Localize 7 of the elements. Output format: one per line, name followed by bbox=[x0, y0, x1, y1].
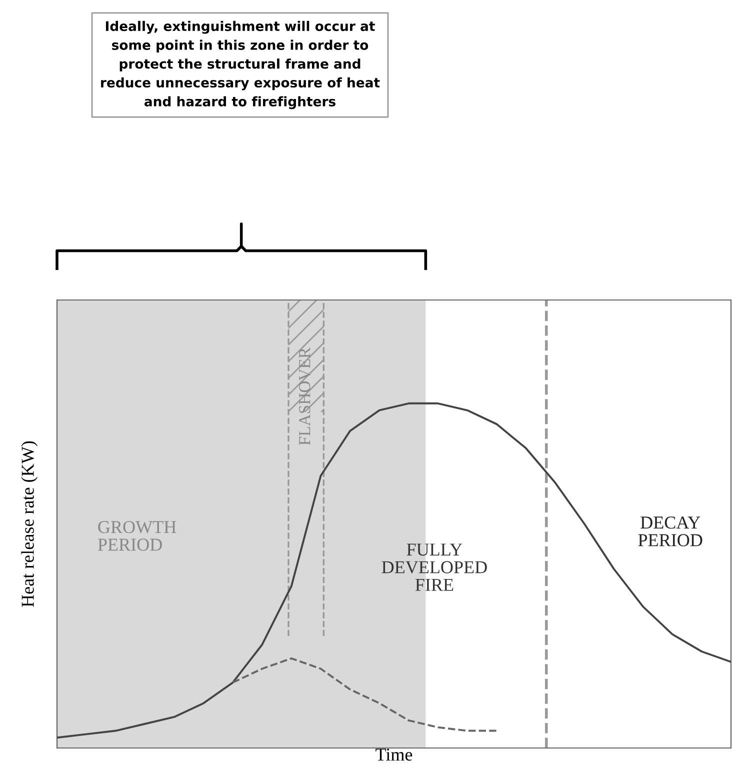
annotation: GROWTH PERIOD bbox=[98, 521, 176, 551]
x-axis-title: Time bbox=[376, 748, 412, 761]
annotation: FLASHOVER bbox=[299, 347, 310, 446]
y-axis-title: Heat release rate (KW) bbox=[21, 441, 38, 607]
annotation: FULLY DEVELOPED FIRE bbox=[382, 544, 487, 591]
text: Ideally, extinguishment will occur at some point in this zone in order to protect the structural frame and reduce unnecessary exposure of heat and hazard to firefighters bbox=[101, 20, 380, 110]
annotation: DECAY PERIOD bbox=[638, 516, 702, 546]
